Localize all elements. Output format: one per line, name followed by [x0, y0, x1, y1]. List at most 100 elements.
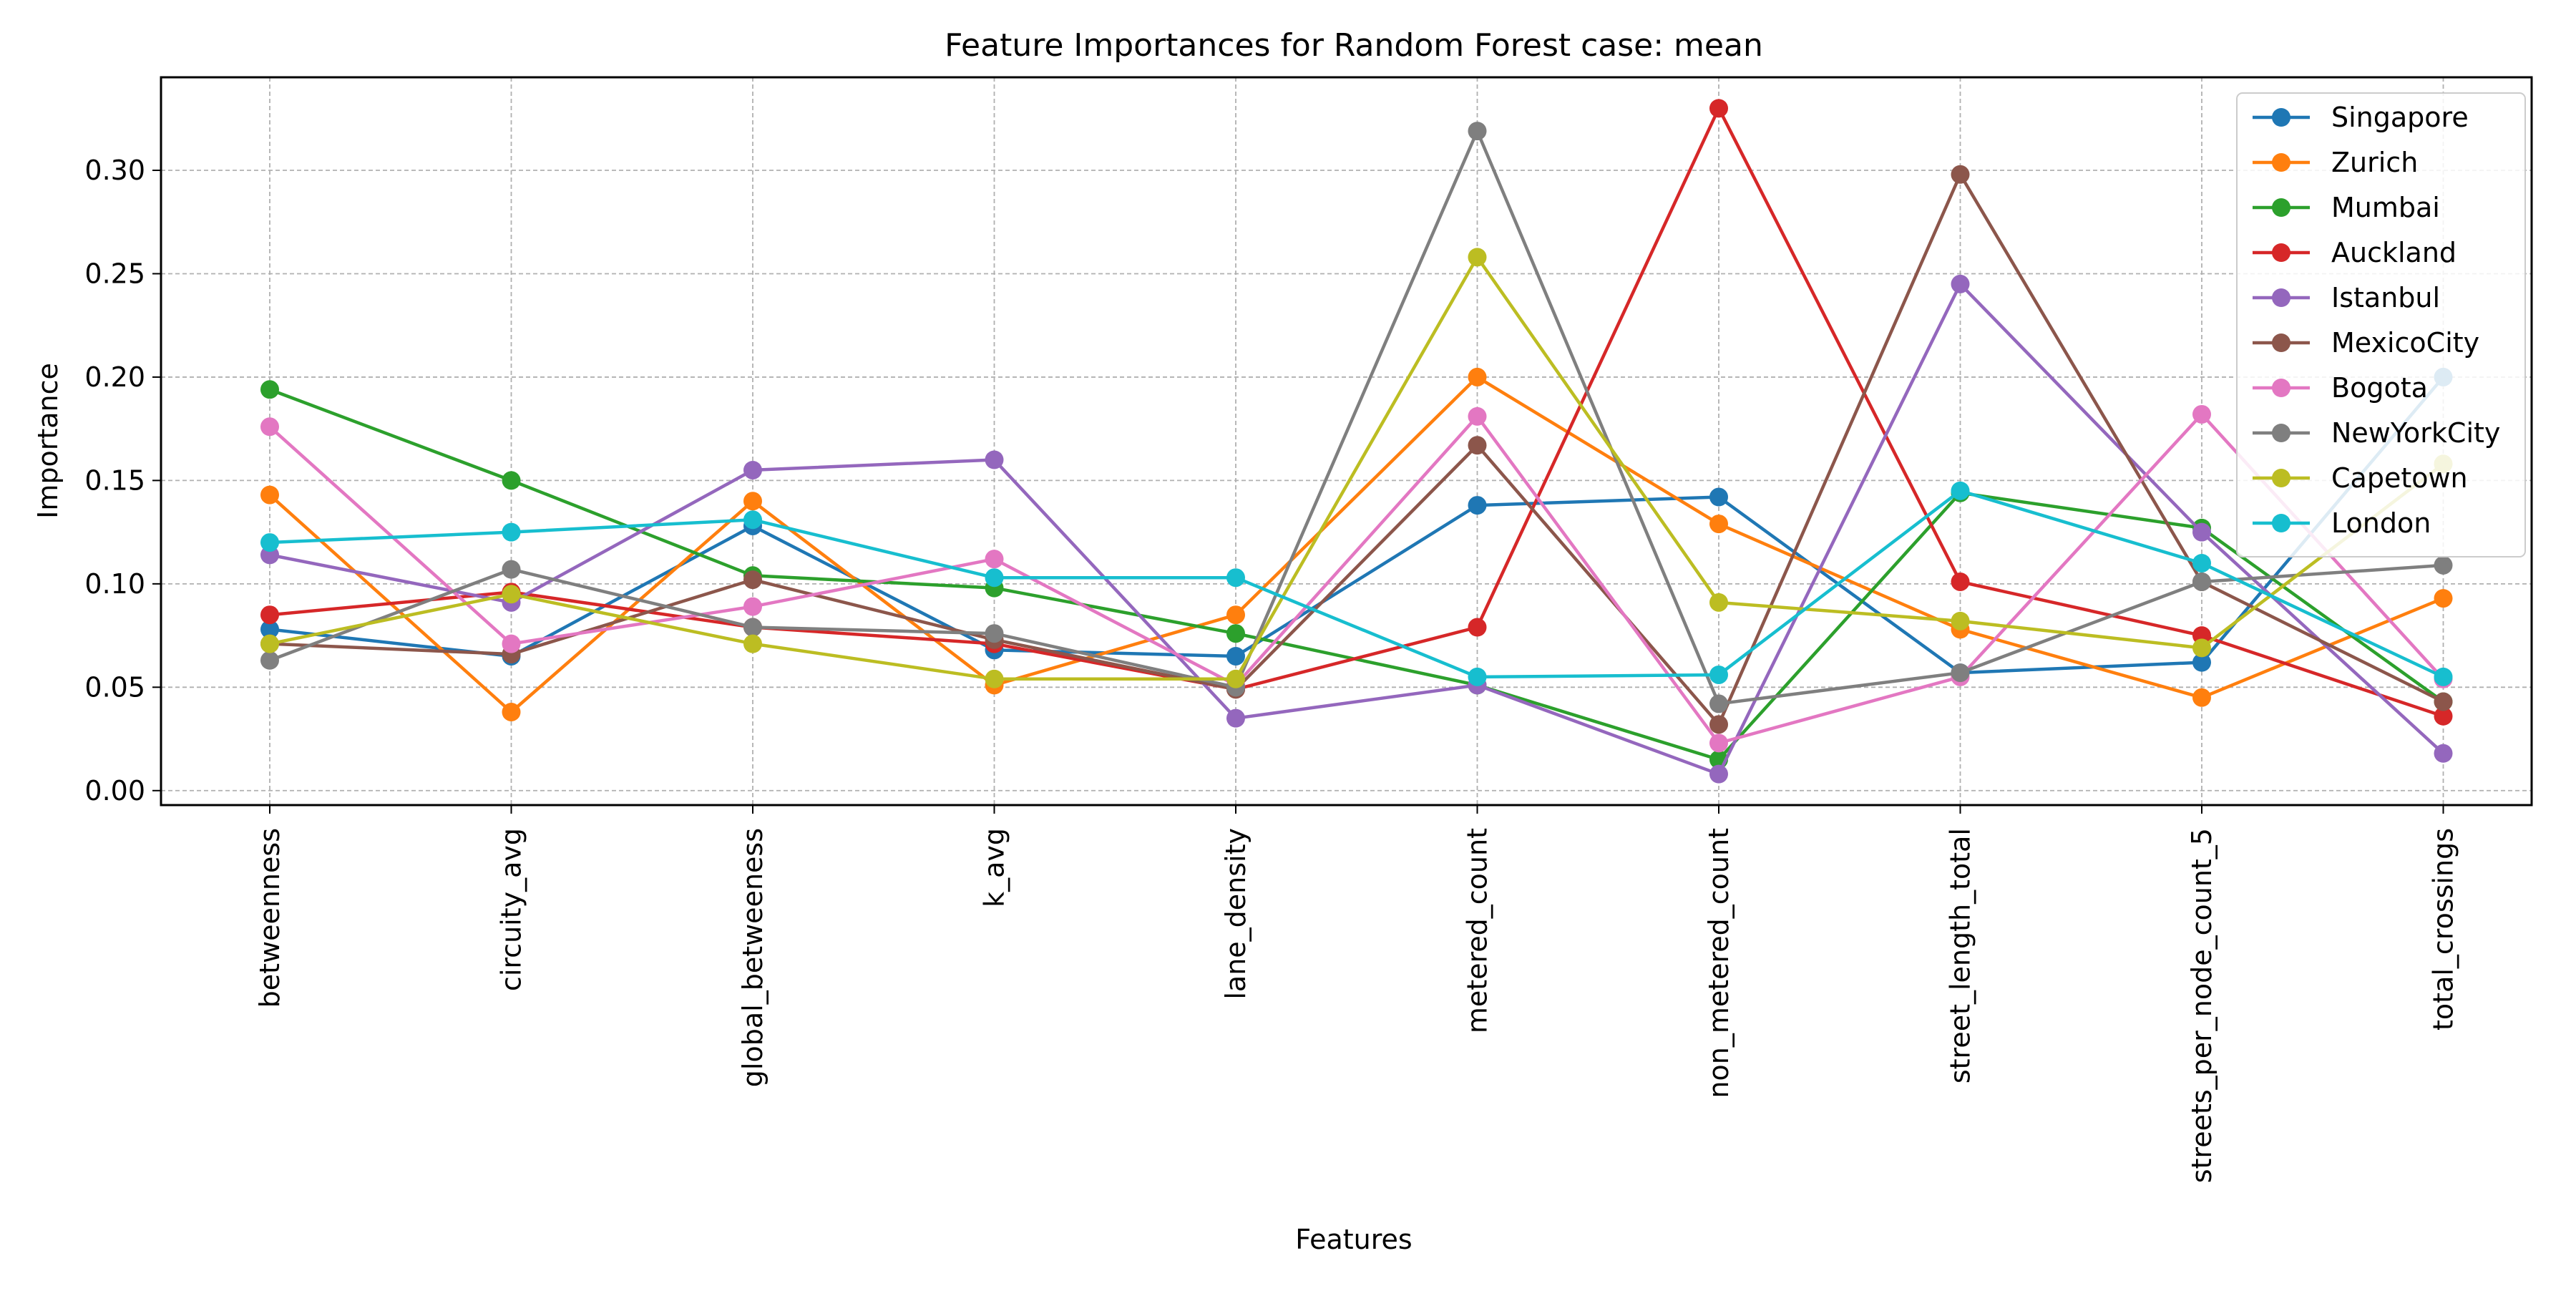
data-point — [743, 634, 762, 653]
legend-label: NewYorkCity — [2331, 417, 2500, 449]
y-tick-label: 0.10 — [84, 568, 145, 600]
data-point — [2434, 555, 2453, 575]
legend-item: Capetown — [2253, 462, 2468, 494]
data-point — [1226, 624, 1245, 643]
legend-marker — [2272, 198, 2290, 217]
legend-item: NewYorkCity — [2253, 417, 2500, 449]
grid — [161, 77, 2532, 805]
x-tick-label: lane_density — [1220, 828, 1252, 1000]
legend-label: Istanbul — [2331, 282, 2440, 313]
x-axis: betweenness circuity_avg global_betweeness… — [254, 805, 2459, 1183]
data-point — [502, 560, 521, 579]
data-point — [1226, 708, 1245, 728]
y-tick-label: 0.00 — [84, 775, 145, 807]
series-line — [269, 129, 2444, 706]
data-point — [2192, 688, 2211, 707]
data-point — [985, 669, 1004, 688]
y-tick-label: 0.30 — [84, 155, 145, 186]
data-point — [2192, 404, 2211, 424]
data-point — [2192, 572, 2211, 591]
data-point — [1468, 667, 1487, 686]
legend-label: Mumbai — [2331, 192, 2440, 223]
data-point — [1709, 734, 1728, 753]
x-tick-label: total_crossings — [2428, 828, 2459, 1031]
data-point — [985, 450, 1004, 469]
data-point — [1226, 646, 1245, 666]
legend-label: London — [2331, 507, 2431, 539]
data-point — [502, 471, 521, 490]
data-point — [985, 568, 1004, 588]
legend-label: Singapore — [2331, 102, 2469, 133]
legend-item: Istanbul — [2253, 282, 2440, 313]
legend-label: Zurich — [2331, 147, 2418, 178]
legend-marker — [2272, 469, 2290, 487]
data-point — [1468, 496, 1487, 515]
data-point — [1468, 367, 1487, 386]
legend-item: Singapore — [2253, 102, 2469, 133]
x-tick-label: streets_per_node_count_5 — [2186, 828, 2218, 1183]
data-point — [502, 702, 521, 721]
series-newyorkcity — [260, 122, 2453, 713]
data-point — [260, 605, 279, 625]
data-point — [260, 634, 279, 653]
x-tick-label: circuity_avg — [496, 828, 527, 991]
x-tick-label: street_length_total — [1945, 828, 1976, 1083]
data-point — [1468, 436, 1487, 455]
data-point — [1226, 605, 1245, 625]
legend-label: Bogota — [2331, 372, 2428, 404]
legend-item: London — [2253, 507, 2431, 539]
data-point — [1709, 715, 1728, 734]
data-point — [1709, 694, 1728, 713]
data-point — [1951, 274, 1970, 293]
series-capetown — [260, 248, 2453, 688]
legend: Singapore Zurich Mumbai Auckland Istanbul Mex… — [2236, 92, 2526, 557]
series-line — [268, 375, 2444, 714]
x-axis-label: Features — [1295, 1224, 1412, 1255]
legend-label: Capetown — [2331, 462, 2468, 494]
data-point — [985, 624, 1004, 643]
series-london — [260, 481, 2453, 686]
data-point — [2434, 667, 2453, 686]
legend-marker — [2272, 243, 2290, 262]
data-point — [1709, 665, 1728, 684]
data-point — [2192, 653, 2211, 672]
data-point — [1951, 572, 1970, 591]
legend-marker — [2272, 424, 2290, 442]
data-point — [1226, 669, 1245, 688]
series-lines — [260, 99, 2453, 784]
legend-item: Auckland — [2253, 237, 2457, 268]
data-point — [743, 597, 762, 616]
series-line — [269, 172, 2444, 726]
data-point — [260, 533, 279, 552]
series-line — [269, 489, 2444, 679]
data-point — [1709, 487, 1728, 507]
y-axis: 0.00 0.05 0.10 0.15 0.20 0.25 0.30 — [84, 155, 161, 807]
data-point — [1709, 593, 1728, 612]
y-tick-label: 0.20 — [84, 361, 145, 393]
data-point — [743, 618, 762, 637]
data-point — [260, 417, 279, 437]
series-line — [269, 376, 2445, 675]
data-point — [2434, 692, 2453, 711]
legend-marker — [2272, 153, 2290, 172]
data-point — [2434, 744, 2453, 763]
data-point — [743, 460, 762, 479]
series-line — [269, 255, 2444, 681]
legend-item: Mumbai — [2253, 192, 2440, 223]
data-point — [2192, 638, 2211, 658]
data-point — [1709, 764, 1728, 784]
legend-item: MexicoCity — [2253, 327, 2479, 359]
y-axis-label: Importance — [32, 363, 64, 519]
data-point — [1226, 568, 1245, 588]
data-point — [1468, 248, 1487, 267]
plot-frame — [160, 76, 2533, 807]
x-tick-label: global_betweeness — [737, 828, 769, 1087]
series-line — [269, 282, 2445, 776]
data-point — [2192, 553, 2211, 573]
legend-marker — [2272, 108, 2290, 127]
x-tick-label: metered_count — [1462, 828, 1493, 1033]
series-line — [268, 412, 2445, 745]
data-point — [260, 380, 279, 399]
